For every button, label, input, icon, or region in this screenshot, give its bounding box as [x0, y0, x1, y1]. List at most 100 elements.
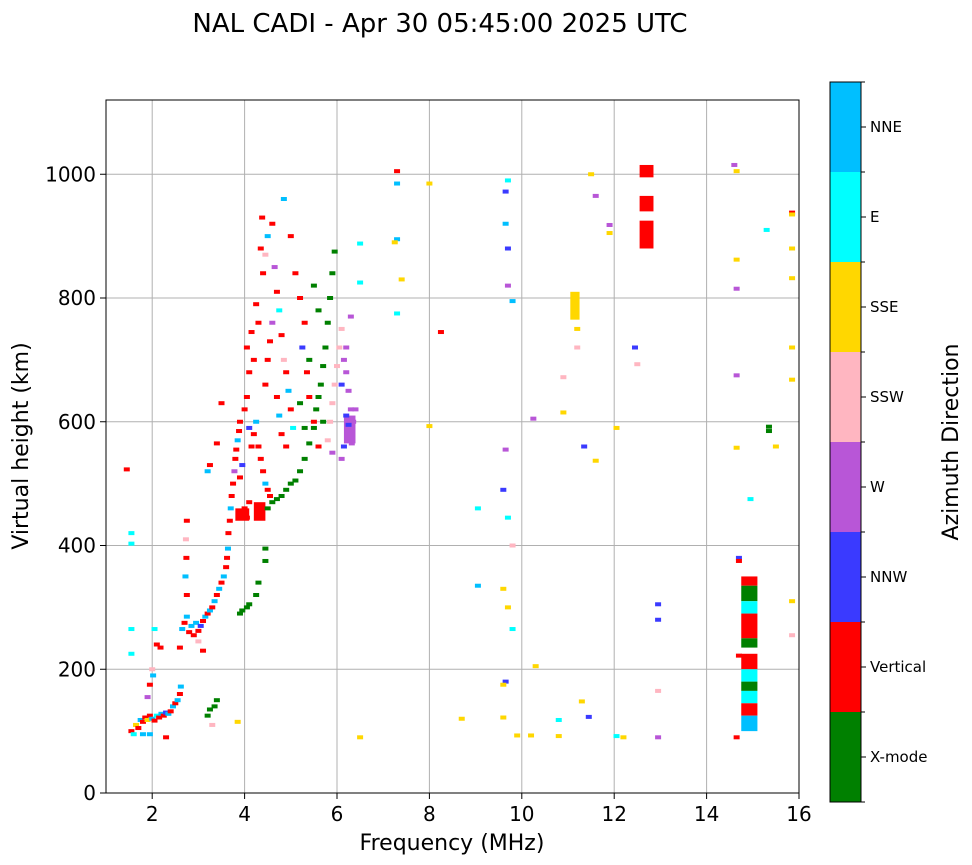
echo-point	[301, 425, 308, 430]
colorbar-label: W	[870, 478, 885, 496]
echo-point	[500, 586, 507, 591]
echo-point	[195, 628, 202, 633]
colorbar-label: E	[870, 208, 879, 226]
echo-point	[209, 605, 216, 610]
echo-point	[502, 679, 509, 684]
echo-point	[181, 620, 188, 625]
x-tick-label: 2	[146, 802, 159, 826]
echo-point	[287, 234, 294, 239]
echo-point	[574, 345, 581, 350]
echo-point	[200, 648, 207, 653]
colorbar-label: NNW	[870, 568, 907, 586]
echo-point	[394, 237, 401, 242]
echo-point	[733, 257, 740, 262]
echo-point	[338, 382, 345, 387]
echo-point	[139, 732, 146, 737]
echo-point	[128, 729, 135, 734]
echo-point	[135, 726, 142, 731]
echo-point	[174, 698, 181, 703]
echo-point	[514, 733, 521, 738]
echo-point	[733, 169, 740, 174]
colorbar-segment	[830, 82, 861, 172]
echo-point	[287, 481, 294, 486]
y-tick-label: 0	[83, 781, 96, 805]
echo-point	[151, 718, 158, 723]
echo-point	[264, 357, 271, 362]
echo-point	[391, 240, 398, 245]
echo-point	[502, 447, 509, 452]
echo-point	[532, 664, 539, 669]
echo-point	[248, 444, 255, 449]
x-tick-label: 12	[601, 802, 626, 826]
echo-point	[149, 667, 156, 672]
echo-point	[151, 627, 158, 632]
echo-block	[639, 220, 654, 249]
echo-point	[285, 388, 292, 393]
echo-point	[213, 441, 220, 446]
echo-point	[334, 364, 340, 369]
echo-point	[283, 444, 290, 449]
echo-point	[224, 546, 231, 551]
x-tick-label: 4	[238, 802, 251, 826]
echo-point	[394, 169, 401, 174]
colorbar-segment	[830, 622, 861, 712]
echo-point	[357, 735, 364, 740]
echo-point	[179, 627, 186, 632]
echo-point	[182, 574, 189, 579]
echo-point	[239, 608, 246, 613]
echo-point	[262, 558, 269, 563]
echo-point	[157, 645, 164, 650]
echo-point	[144, 717, 151, 722]
echo-point	[297, 296, 304, 300]
colorbar: X-mode Vertical NNW W SSW SSE E NNE	[829, 81, 927, 803]
x-tick-label: 6	[331, 802, 344, 826]
echo-point	[306, 441, 313, 446]
echo-point	[620, 735, 627, 740]
echo-point	[747, 497, 754, 502]
echo-point	[343, 370, 350, 375]
echo-point	[327, 296, 334, 300]
echo-block	[741, 681, 758, 691]
echo-point	[206, 463, 213, 468]
echo-point	[509, 299, 516, 304]
plot-area	[106, 100, 799, 793]
echo-point	[731, 162, 738, 167]
echo-point	[292, 271, 299, 276]
colorbar-segment	[830, 352, 861, 442]
echo-point	[280, 197, 287, 201]
echo-point	[592, 193, 599, 198]
echo-point	[253, 593, 260, 597]
echo-point	[239, 463, 246, 468]
echo-point	[502, 221, 509, 226]
echo-point	[250, 357, 257, 362]
echo-point	[474, 583, 481, 588]
echo-point	[128, 531, 135, 536]
echo-point	[128, 627, 135, 632]
echo-point	[153, 642, 160, 647]
echo-point	[331, 249, 338, 254]
echo-point	[253, 419, 260, 424]
echo-point	[606, 222, 613, 227]
echo-point	[236, 429, 243, 434]
echo-point	[306, 357, 313, 362]
echo-point	[255, 320, 262, 325]
echo-point	[276, 308, 283, 313]
x-axis-label: Frequency (MHz)	[360, 831, 545, 856]
echo-point	[394, 311, 401, 316]
echo-point	[213, 698, 220, 703]
colorbar-label: SSW	[870, 388, 904, 406]
echo-point	[278, 432, 285, 437]
echo-point	[772, 444, 779, 449]
echo-point	[234, 438, 241, 443]
echo-point	[581, 444, 588, 449]
echo-point	[297, 469, 304, 474]
echo-point	[789, 377, 796, 382]
echo-point	[255, 444, 262, 449]
echo-point	[789, 345, 796, 350]
echo-point	[504, 178, 511, 183]
echo-point	[257, 456, 264, 461]
echo-point	[211, 599, 218, 604]
echo-point	[634, 362, 641, 367]
echo-block	[741, 601, 758, 614]
echo-point	[735, 558, 742, 563]
